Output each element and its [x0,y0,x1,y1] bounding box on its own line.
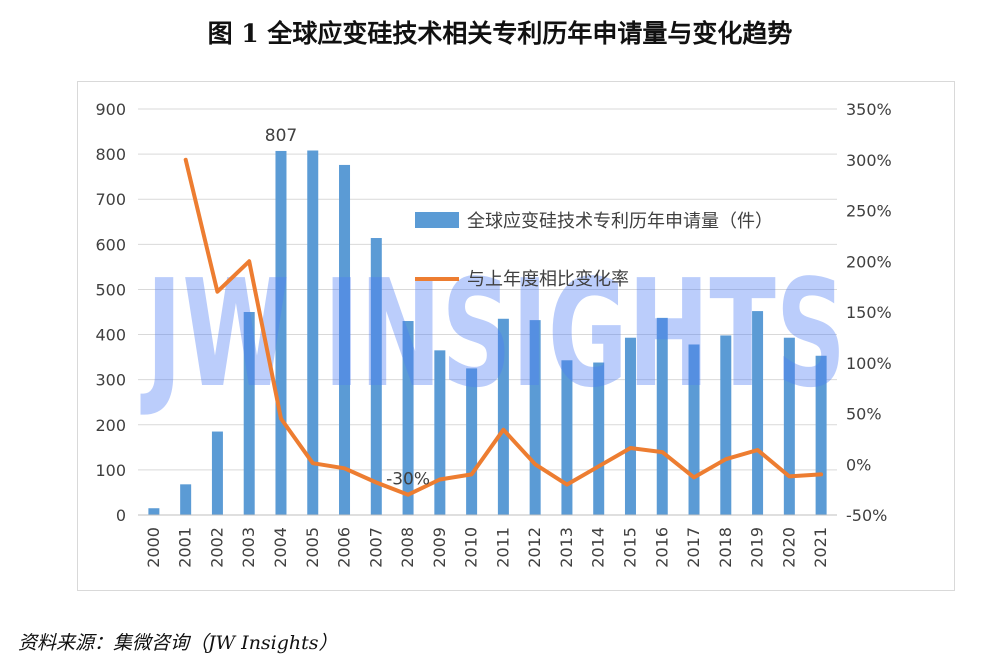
change-rate-line [183,157,824,497]
y-right-tick-label: 350% [846,100,892,119]
bar [497,318,509,515]
bar [180,484,192,515]
x-tick-label: 2012 [525,527,544,568]
source-note: 资料来源：集微咨询（JW Insights） [18,632,338,654]
y-right-tick-label: 0% [846,455,871,474]
legend-label-bar: 全球应变硅技术专利历年申请量（件） [467,211,773,232]
y-right-tick-label: 150% [846,303,892,322]
x-tick-label: 2006 [335,527,354,568]
y-left-tick-label: 400 [95,326,126,345]
y-left-tick-label: 800 [95,145,126,164]
x-tick-label: 2021 [811,527,830,568]
bar [466,368,478,515]
y-left-tick-label: 600 [95,235,126,254]
figure-title: 图 1 全球应变硅技术相关专利历年申请量与变化趋势 [207,19,793,48]
bar [434,350,446,515]
bar [370,238,382,516]
y-left-tick-label: 300 [95,371,126,390]
x-tick-label: 2004 [271,527,290,568]
y-left-tick-label: 700 [95,190,126,209]
bar [561,360,573,515]
bar [243,312,255,515]
combo-chart: 0 100 200 300 400 500 600 700 800 900 -50% 0% 50% 100… [95,100,892,568]
y-right-tick-label: 50% [846,405,882,424]
bar [656,317,668,515]
bar [148,508,160,515]
x-tick-label: 2019 [748,527,767,568]
x-tick-label: 2007 [366,527,385,568]
x-tick-label: 2013 [557,527,576,568]
x-tick-label: 2018 [716,527,735,568]
bar [402,321,414,515]
y-left-tick-label: 900 [95,100,126,119]
x-tick-label: 2015 [620,527,639,568]
watermark: JW INSIGHTS [140,248,846,420]
y-right-tick-label: 200% [846,252,892,271]
legend-swatch-bar [415,212,459,228]
y-right-tick-label: -50% [846,506,887,525]
bar [624,337,636,515]
y-left-tick-label: 100 [95,461,126,480]
chart-frame: 0 100 200 300 400 500 600 700 800 900 -50% 0% 50% 100… [77,81,955,591]
bar [593,362,605,515]
y-right-tick-label: 250% [846,202,892,221]
x-tick-label: 2020 [779,527,798,568]
x-tick-label: 2008 [398,527,417,568]
bar [815,355,827,515]
bar [783,337,795,515]
bar [720,335,732,515]
bar [211,431,223,515]
bar [752,311,764,515]
x-tick-label: 2005 [303,527,322,568]
data-label: 807 [265,126,297,146]
x-tick-label: 2014 [589,527,608,568]
bar [307,150,319,515]
data-label: -30% [386,470,430,490]
y-left-tick-label: 500 [95,280,126,299]
bar [275,150,287,515]
legend-label-line: 与上年度相比变化率 [467,269,629,290]
x-tick-label: 2009 [430,527,449,568]
bar [688,344,700,515]
y-left-tick-label: 0 [116,506,126,525]
y-right-tick-label: 300% [846,151,892,170]
x-tick-label: 2016 [652,527,671,568]
bar [529,320,541,515]
x-tick-label: 2000 [144,527,163,568]
x-tick-label: 2003 [239,527,258,568]
y-left-tick-label: 200 [95,416,126,435]
x-tick-label: 2001 [176,527,195,568]
x-tick-label: 2011 [493,527,512,568]
x-tick-label: 2002 [207,527,226,568]
x-tick-label: 2010 [462,527,481,568]
x-tick-label: 2017 [684,527,703,568]
y-right-tick-label: 100% [846,354,892,373]
bar [339,164,351,515]
